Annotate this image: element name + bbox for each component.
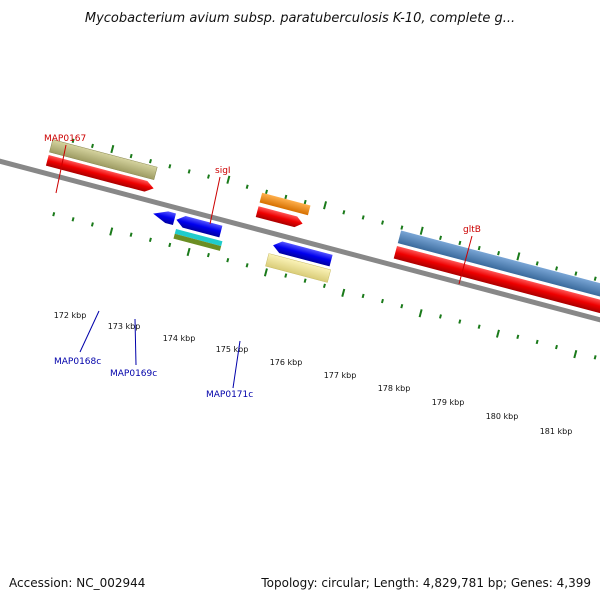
ruler-label: 178 kbp (378, 384, 411, 393)
gene-map0167-cds[interactable] (45, 154, 155, 194)
gene-sigi-feature[interactable] (259, 192, 311, 216)
genome-summary-text: Topology: circular; Length: 4,829,781 bp… (261, 576, 591, 590)
gene-map0167-feature[interactable] (49, 139, 158, 180)
bottom-tick-ruler (52, 212, 597, 360)
ruler-label: 174 kbp (163, 334, 196, 343)
ruler-label: 177 kbp (324, 371, 357, 380)
gene-label-map0169c[interactable]: MAP0169c (110, 369, 157, 379)
gene-gltb-cds[interactable] (393, 245, 600, 326)
ruler-label: 181 kbp (540, 427, 573, 436)
kbp-ruler-labels: 172 kbp 173 kbp 174 kbp 175 kbp 176 kbp … (54, 311, 573, 436)
ruler-label: 173 kbp (108, 322, 141, 331)
ruler-label: 172 kbp (54, 311, 87, 320)
gene-map0171c-feature[interactable] (265, 253, 332, 283)
gene-map0169c-feature-cyan[interactable] (174, 228, 223, 247)
gene-map0168c-small-cds[interactable] (152, 208, 176, 226)
ruler-label: 179 kbp (432, 398, 465, 407)
ruler-label: 176 kbp (270, 358, 303, 367)
gene-map0168c-cds[interactable] (175, 214, 223, 238)
map-title: Mycobacterium avium subsp. paratuberculo… (84, 11, 516, 26)
gene-map0171c-cds[interactable] (272, 240, 333, 267)
gene-labels: MAP0167 sigI gltB MAP0168c MAP0169c MAP0… (44, 134, 481, 400)
gene-label-map0171c[interactable]: MAP0171c (206, 390, 253, 400)
label-leader-lines (55, 144, 473, 389)
gene-sigi-cds[interactable] (255, 206, 304, 229)
accession-text: Accession: NC_002944 (9, 576, 146, 590)
gene-map0169c-feature-green[interactable] (173, 233, 222, 251)
ruler-label: 175 kbp (216, 345, 249, 354)
gene-label-gltb[interactable]: gltB (463, 225, 481, 235)
genome-backbone (0, 139, 600, 375)
top-tick-ruler (71, 138, 597, 281)
gene-gltb-feature[interactable] (397, 230, 600, 313)
ruler-label: 180 kbp (486, 412, 519, 421)
gene-label-sigi[interactable]: sigI (215, 166, 231, 176)
gene-label-map0168c[interactable]: MAP0168c (54, 357, 101, 367)
gene-label-map0167[interactable]: MAP0167 (44, 134, 86, 144)
